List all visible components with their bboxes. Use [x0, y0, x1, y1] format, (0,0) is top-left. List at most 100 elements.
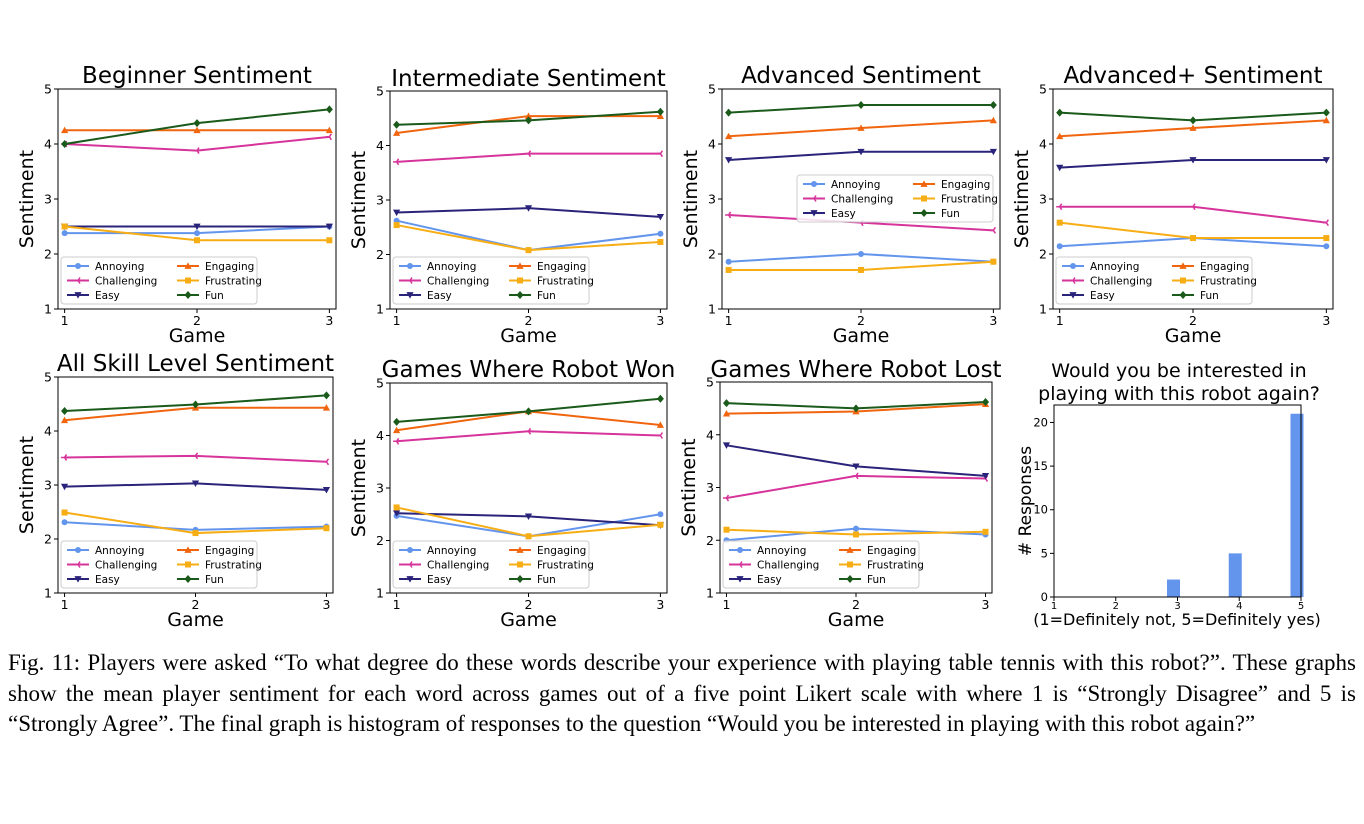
data-point — [982, 528, 989, 535]
data-point — [1056, 203, 1063, 211]
legend-label: Annoying — [427, 261, 476, 273]
data-point — [322, 458, 330, 466]
data-point — [61, 454, 68, 461]
y-tick-label: 1 — [376, 586, 384, 601]
legend-label: Easy — [95, 574, 120, 586]
legend-marker — [517, 277, 523, 284]
y-tick-label: 3 — [376, 193, 384, 208]
data-point — [858, 266, 864, 273]
y-tick-label: 4 — [376, 138, 384, 153]
legend-marker — [184, 575, 192, 583]
data-point — [722, 399, 730, 408]
y-tick-label: 2 — [706, 533, 714, 548]
legend-marker — [516, 262, 524, 269]
line-chart-panel: 1 2 3 4 5 1 2 3 Advanced+ Sentiment Game Sentiment… — [1011, 63, 1334, 347]
series-line — [726, 444, 986, 477]
legend-label: Fun — [205, 290, 224, 302]
data-point — [857, 124, 865, 131]
data-point — [525, 427, 532, 435]
x-tick-label: 1 — [1056, 313, 1064, 328]
line-chart-panel: 1 2 3 4 5 1 2 3 Games Where Robot Won Game Sentime… — [348, 357, 675, 631]
data-point — [1323, 243, 1330, 250]
x-tick-label: 2 — [857, 313, 865, 328]
legend-marker — [406, 277, 413, 284]
legend-box — [1055, 256, 1253, 305]
y-axis-label: Sentiment — [680, 150, 702, 248]
data-point — [852, 472, 859, 480]
data-point — [1323, 235, 1330, 242]
legend-label: Challenging — [427, 560, 489, 572]
y-tick-label: 4 — [706, 427, 714, 442]
x-axis-label: Game — [169, 325, 226, 347]
figure-panels: 1 2 3 4 5 1 2 3 Beginner Sentiment Game Sentiment A… — [16, 63, 1334, 631]
y-tick-label: 2 — [376, 247, 384, 262]
x-tick-label: 4 — [1236, 601, 1242, 612]
x-tick-label: 5 — [1298, 601, 1304, 612]
data-point — [989, 226, 997, 234]
data-point — [525, 407, 532, 416]
x-tick-label: 3 — [1322, 313, 1330, 328]
legend-label: Annoying — [95, 545, 144, 557]
y-axis-label: Sentiment — [16, 150, 38, 248]
series-line — [64, 135, 330, 152]
legend-box — [392, 256, 590, 305]
data-point — [392, 209, 401, 217]
data-point — [192, 400, 199, 409]
legend-marker — [75, 547, 81, 553]
line-chart-panel: 1 2 3 4 5 1 2 3 Beginner Sentiment Game Sentiment A… — [16, 63, 337, 347]
legend-label: Engaging — [205, 545, 254, 557]
data-point — [322, 404, 331, 411]
data-point — [1056, 132, 1064, 140]
chart-title-line: Would you be interested in — [1051, 360, 1306, 382]
legend-box — [392, 540, 590, 589]
legend-label: Frustrating — [537, 276, 594, 288]
legend-marker — [184, 546, 192, 553]
y-tick-label: 2 — [708, 247, 716, 262]
y-tick-label: 3 — [376, 481, 384, 496]
data-point — [722, 442, 731, 449]
y-tick-label: 3 — [44, 192, 52, 207]
data-point — [723, 526, 730, 533]
legend-box — [722, 540, 920, 589]
x-tick-label: 3 — [656, 313, 664, 328]
y-axis-label: Sentiment — [1011, 150, 1033, 248]
data-point — [393, 437, 400, 445]
legend-marker — [185, 277, 191, 284]
figure-caption: Fig. 11: Players were asked “To what deg… — [8, 650, 1356, 736]
x-tick-label: 2 — [192, 597, 200, 612]
legend-marker — [1069, 277, 1076, 284]
series-line — [396, 430, 661, 443]
legend-marker — [74, 292, 82, 299]
legend-marker — [407, 547, 413, 553]
x-tick-label: 3 — [1174, 601, 1180, 612]
data-point — [61, 407, 69, 416]
legend-label: Challenging — [831, 194, 893, 206]
data-point — [858, 251, 864, 257]
data-point — [853, 525, 859, 532]
data-point — [392, 129, 401, 136]
data-point — [656, 394, 664, 403]
legend-label: Annoying — [427, 545, 476, 557]
legend-marker — [516, 546, 524, 553]
x-tick-label: 2 — [1113, 601, 1119, 612]
legend-label: Challenging — [95, 560, 157, 572]
legend-label: Annoying — [757, 545, 806, 557]
data-point — [656, 150, 664, 158]
y-axis-label: Sentiment — [678, 438, 700, 536]
series-line — [726, 474, 986, 500]
x-tick-label: 1 — [61, 313, 69, 328]
data-point — [393, 120, 401, 129]
x-axis-label: Game — [500, 325, 557, 347]
data-point — [325, 223, 333, 231]
legend-label: Easy — [427, 574, 452, 586]
line-chart-panel: 1 2 3 4 5 1 2 3 Advanced Sentiment Game Sentiment A… — [680, 63, 1001, 347]
data-point — [193, 223, 201, 231]
data-point — [193, 126, 201, 134]
data-point — [725, 132, 733, 140]
legend-label: Fun — [867, 574, 886, 586]
legend-marker — [920, 209, 928, 217]
data-point — [725, 211, 732, 219]
x-tick-label: 3 — [989, 313, 997, 328]
legend-box — [60, 540, 258, 589]
legend-label: Challenging — [427, 276, 489, 288]
